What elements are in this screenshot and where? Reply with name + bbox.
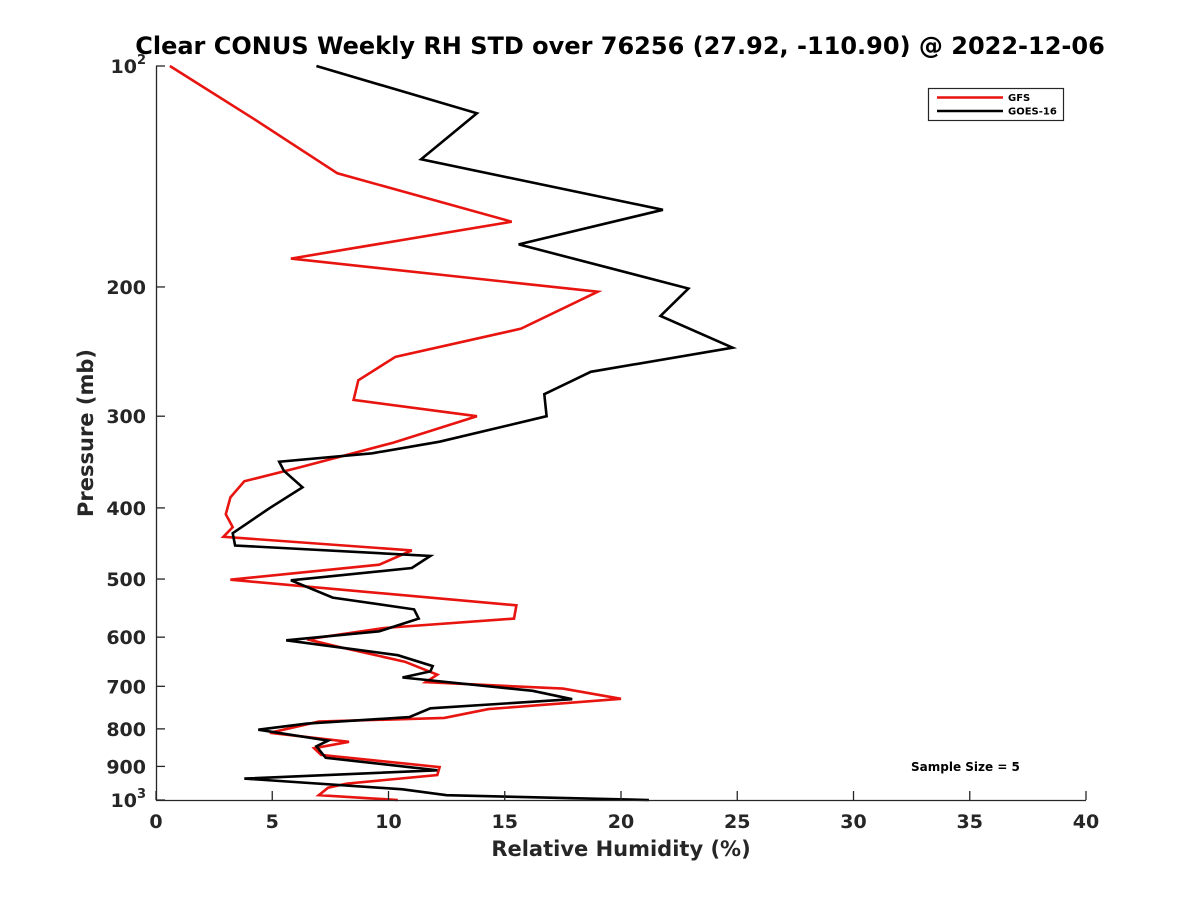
legend: GFS GOES-16 [927, 87, 1065, 122]
y-ticks: 102 200 300 400 500 600 700 800 900 103 [106, 53, 165, 812]
legend-box [927, 87, 1065, 122]
y-tick-label: 103 [111, 787, 147, 812]
series-line-goes16 [231, 64, 738, 802]
legend-label-goes16: GOES-16 [1008, 107, 1057, 118]
x-tick-label: 25 [724, 811, 750, 833]
x-tick-label: 10 [375, 811, 401, 833]
x-tick-label: 0 [149, 811, 162, 833]
y-tick-label: 102 [111, 53, 147, 78]
y-tick-label: 200 [106, 277, 146, 299]
chart-title: Clear CONUS Weekly RH STD over 76256 (27… [135, 32, 1105, 60]
y-tick-label: 600 [106, 627, 146, 649]
x-tick-label: 30 [840, 811, 866, 833]
y-tick-label: 900 [106, 756, 146, 778]
sample-size-annotation: Sample Size = 5 [911, 760, 1020, 774]
y-tick-label: 700 [106, 676, 146, 698]
y-tick-label: 400 [106, 498, 146, 520]
x-tick-label: 15 [492, 811, 518, 833]
legend-label-gfs: GFS [1008, 93, 1030, 104]
x-tick-label: 35 [957, 811, 983, 833]
x-tick-label: 20 [608, 811, 634, 833]
y-tick-label: 500 [106, 569, 146, 591]
x-tick-label: 5 [266, 811, 279, 833]
series-line-gfs [169, 64, 622, 802]
y-tick-label: 300 [106, 406, 146, 428]
x-axis-label: Relative Humidity (%) [491, 837, 750, 861]
y-tick-label: 800 [106, 719, 146, 741]
x-ticks: 0 5 10 15 20 25 30 35 40 [149, 791, 1099, 833]
x-tick-label: 40 [1073, 811, 1099, 833]
series-layer [169, 64, 738, 802]
y-axis-label: Pressure (mb) [74, 349, 98, 517]
